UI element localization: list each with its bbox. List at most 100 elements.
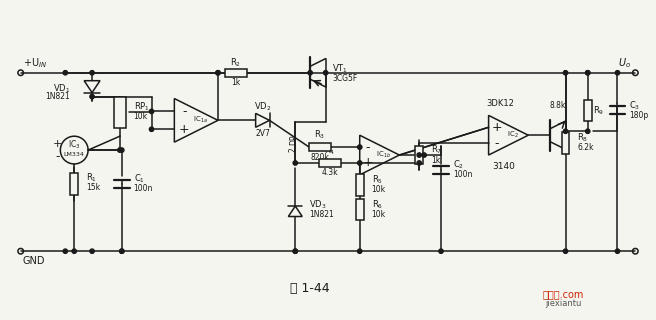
Text: 2: 2: [289, 148, 298, 152]
Text: RP$_1$: RP$_1$: [134, 100, 150, 113]
Circle shape: [564, 71, 567, 75]
Circle shape: [615, 249, 620, 253]
Text: 2V7: 2V7: [255, 129, 270, 138]
Text: 10k: 10k: [134, 112, 148, 121]
Bar: [356, 199, 363, 220]
Text: 10k: 10k: [371, 185, 386, 194]
Text: 1N821: 1N821: [45, 92, 70, 101]
Text: 180p: 180p: [629, 111, 649, 120]
Circle shape: [439, 249, 443, 253]
Circle shape: [293, 249, 297, 253]
Text: R$_7$: R$_7$: [431, 144, 442, 156]
Text: VD$_3$: VD$_3$: [309, 198, 327, 211]
Text: R$_5$: R$_5$: [371, 173, 382, 186]
Text: 15k: 15k: [86, 183, 100, 192]
Bar: [562, 132, 569, 154]
Bar: [584, 100, 592, 121]
Circle shape: [417, 153, 421, 157]
Circle shape: [586, 71, 590, 75]
Text: GND: GND: [23, 256, 45, 266]
Text: 3CG5F: 3CG5F: [332, 74, 358, 83]
Circle shape: [119, 148, 124, 152]
Polygon shape: [84, 81, 100, 92]
Bar: [70, 173, 78, 195]
Circle shape: [293, 249, 297, 253]
Bar: [415, 146, 423, 164]
Text: -: -: [365, 140, 370, 154]
Text: U$_o$: U$_o$: [618, 56, 631, 70]
Text: 1k: 1k: [431, 156, 440, 164]
Text: R$_9$: R$_9$: [592, 104, 604, 117]
Bar: [225, 69, 247, 77]
Text: 接线图.com: 接线图.com: [543, 289, 584, 299]
Text: -: -: [55, 149, 60, 163]
Text: VT$_1$: VT$_1$: [332, 62, 348, 75]
Circle shape: [417, 161, 421, 165]
Text: IC$_3$: IC$_3$: [68, 139, 81, 151]
Text: 图 1-44: 图 1-44: [291, 282, 330, 295]
Bar: [114, 97, 126, 128]
Text: 3DK12: 3DK12: [487, 99, 514, 108]
Text: R$_1$: R$_1$: [86, 172, 97, 184]
Text: C$_2$: C$_2$: [453, 159, 464, 171]
Text: 3140: 3140: [492, 163, 515, 172]
Text: IC$_2$: IC$_2$: [506, 130, 518, 140]
Text: 1N821: 1N821: [309, 210, 334, 219]
Circle shape: [119, 249, 124, 253]
Text: VD$_1$: VD$_1$: [53, 82, 70, 95]
Circle shape: [150, 109, 154, 114]
Circle shape: [358, 145, 362, 149]
Text: DP: DP: [289, 135, 298, 145]
Text: 820k: 820k: [311, 153, 329, 162]
Circle shape: [358, 161, 362, 165]
Circle shape: [323, 71, 328, 75]
Circle shape: [586, 129, 590, 133]
Circle shape: [564, 129, 567, 133]
Text: +: +: [52, 139, 62, 149]
Text: +U$_{IN}$: +U$_{IN}$: [23, 56, 47, 70]
Text: R$_6$: R$_6$: [371, 198, 383, 211]
Circle shape: [216, 71, 220, 75]
Text: -: -: [494, 137, 499, 150]
Circle shape: [90, 94, 94, 99]
Circle shape: [119, 249, 124, 253]
Bar: [356, 174, 363, 196]
Text: 8.8k: 8.8k: [550, 101, 566, 110]
Circle shape: [586, 71, 590, 75]
Text: 100n: 100n: [134, 184, 153, 193]
Text: C$_1$: C$_1$: [134, 172, 145, 185]
Circle shape: [72, 249, 76, 253]
Bar: [309, 143, 331, 151]
Text: R$_8$: R$_8$: [577, 132, 588, 144]
Circle shape: [422, 153, 426, 157]
Circle shape: [564, 249, 567, 253]
Bar: [319, 159, 341, 167]
Circle shape: [63, 249, 68, 253]
Text: R$_3$: R$_3$: [314, 129, 325, 141]
Circle shape: [308, 71, 312, 75]
Circle shape: [90, 71, 94, 75]
Text: +: +: [179, 123, 190, 136]
Circle shape: [615, 71, 620, 75]
Text: 4.3k: 4.3k: [321, 168, 338, 177]
Text: jiexiantu: jiexiantu: [544, 299, 581, 308]
Text: R$_4$: R$_4$: [324, 145, 336, 157]
Circle shape: [293, 161, 297, 165]
Text: +: +: [362, 156, 373, 170]
Polygon shape: [289, 206, 302, 217]
Circle shape: [117, 148, 122, 152]
Text: R$_2$: R$_2$: [230, 57, 241, 69]
Text: LM334: LM334: [64, 152, 85, 156]
Text: VD$_2$: VD$_2$: [254, 100, 272, 113]
Polygon shape: [256, 113, 270, 127]
Text: -: -: [182, 105, 186, 118]
Text: +: +: [491, 121, 502, 134]
Text: IC$_{1a}$: IC$_{1a}$: [193, 115, 207, 125]
Circle shape: [90, 249, 94, 253]
Text: IC$_{1b}$: IC$_{1b}$: [376, 150, 391, 160]
Text: 10k: 10k: [371, 210, 386, 219]
Circle shape: [63, 71, 68, 75]
Text: 100n: 100n: [453, 170, 472, 180]
Text: 6.2k: 6.2k: [577, 143, 594, 152]
Circle shape: [150, 127, 154, 132]
